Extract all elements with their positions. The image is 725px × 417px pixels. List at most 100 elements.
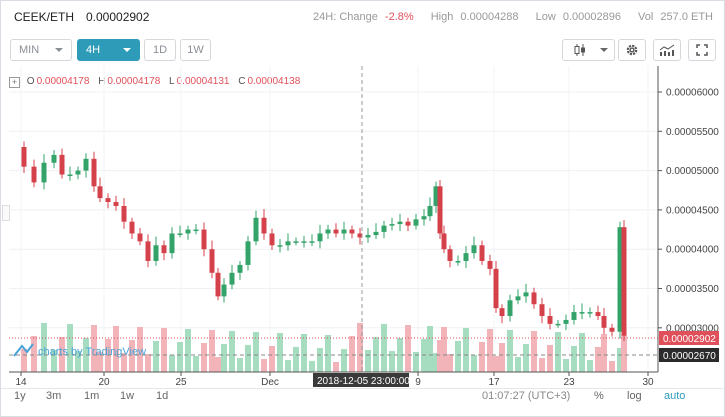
candle-body (21, 147, 27, 167)
price-tick-label: 0.00006000 (666, 88, 719, 99)
candle-body (317, 233, 323, 242)
indicators-button[interactable] (653, 39, 681, 61)
volume-bar (285, 360, 291, 372)
tradingview-logo-icon (13, 343, 34, 357)
time-tick-label: 23 (563, 377, 575, 388)
range-1w-button[interactable]: 1w (120, 390, 135, 402)
time-tick-label: 25 (175, 377, 187, 388)
tradingview-watermark[interactable]: charts by TradingView (13, 343, 146, 358)
percent-scale-toggle[interactable]: % (594, 390, 604, 402)
price-tick-label: 0.00005000 (666, 166, 719, 177)
log-scale-toggle[interactable]: log (627, 390, 642, 402)
high-label: H (98, 76, 106, 87)
volume-bar (137, 327, 143, 372)
clock-display[interactable]: 01:07:27 (UTC+3) (482, 390, 571, 402)
candle-body (105, 198, 111, 203)
time-axis[interactable]: 14 20 25 Dec 9 17 23 30 (15, 372, 654, 388)
volume-bar (471, 355, 477, 372)
volume-bar (277, 333, 283, 372)
candle-body (185, 229, 191, 234)
candle-body (595, 312, 601, 317)
price-axis[interactable]: 0.00006000 0.00005500 0.00005000 0.00004500… (658, 88, 719, 335)
settings-button[interactable] (618, 39, 646, 61)
volume-bar (441, 327, 447, 372)
price-tick-label: 0.00004000 (666, 245, 719, 256)
watermark-text: charts by TradingView (38, 346, 146, 358)
candle-body (515, 296, 521, 301)
volume-bar (579, 333, 585, 372)
candle-body (129, 221, 135, 234)
candle-body (245, 241, 251, 265)
minute-interval-dropdown[interactable]: MIN (10, 39, 72, 61)
range-1d-button[interactable]: 1d (156, 390, 169, 402)
volume-bar (595, 347, 601, 372)
fullscreen-icon (696, 44, 708, 56)
volume-bar (609, 361, 615, 372)
range-3m-button[interactable]: 3m (46, 390, 62, 402)
time-tick-label: 14 (15, 377, 27, 388)
volume-bar (31, 336, 37, 372)
range-1m-button[interactable]: 1m (84, 390, 100, 402)
volume-value: 257.0 ETH (660, 11, 713, 23)
volume-bar (21, 349, 27, 372)
auto-scale-toggle[interactable]: auto (664, 390, 686, 402)
candle-body (277, 245, 283, 247)
candle-body (397, 221, 403, 225)
candle-body (229, 272, 235, 285)
volume-bar (261, 359, 267, 372)
volume-bar (381, 324, 387, 372)
candle-body (83, 158, 89, 171)
low-label: Low (535, 11, 556, 23)
volume-bar (309, 361, 315, 372)
ticker-header: CEEK/ETH 0.00002902 24H: Change -2.8% Hi… (0, 0, 725, 34)
candle-body (201, 229, 207, 250)
volume-bar (515, 357, 521, 372)
volume-bar (531, 331, 537, 372)
scroll-handle[interactable] (2, 205, 10, 221)
volume-bar (293, 347, 299, 372)
volume-bar (349, 336, 355, 372)
volume-bar (253, 332, 259, 372)
volume-bar (397, 338, 403, 372)
change-label: 24H: Change (313, 11, 378, 23)
candle-body (41, 162, 47, 183)
indicators-icon (659, 44, 675, 56)
volume-bar (571, 346, 577, 372)
interval-1d-button[interactable]: 1D (144, 39, 176, 61)
last-price-tag-label: 0.00002902 (663, 334, 716, 345)
high-value: 0.00004288 (460, 11, 519, 23)
chart-type-dropdown[interactable] (562, 39, 615, 61)
volume-bar (41, 323, 47, 372)
candle-body (463, 253, 469, 261)
candle-body (301, 241, 307, 243)
candle-body (381, 225, 387, 232)
range-1y-button[interactable]: 1y (14, 390, 26, 402)
open-label: O (26, 76, 35, 87)
volume-bar (145, 354, 151, 372)
fullscreen-button[interactable] (688, 39, 716, 61)
hour-interval-dropdown[interactable]: 4H (77, 39, 140, 61)
volume-bar (413, 352, 419, 372)
candle-body (601, 316, 607, 328)
time-tick-label: Dec (261, 377, 279, 388)
volume-bar (91, 325, 97, 372)
volume-bar (455, 341, 461, 372)
low-price-tag (659, 348, 719, 362)
candle-body (621, 227, 627, 336)
volume-bar (493, 356, 499, 372)
candle-body (609, 327, 615, 332)
candle-body (579, 312, 585, 314)
collapse-legend-icon[interactable]: + (9, 77, 20, 88)
gear-icon (626, 44, 638, 56)
chevron-down-icon (123, 48, 131, 52)
candle-body (97, 186, 103, 199)
last-price-tag (659, 331, 719, 345)
candle-body (121, 205, 127, 222)
interval-1w-button[interactable]: 1W (180, 39, 211, 61)
candle-body (221, 284, 227, 297)
ticker-stats: 24H: Change -2.8% High 0.00004288 Low 0.… (309, 11, 713, 23)
candle-body (479, 245, 485, 261)
candle-body (215, 272, 221, 297)
